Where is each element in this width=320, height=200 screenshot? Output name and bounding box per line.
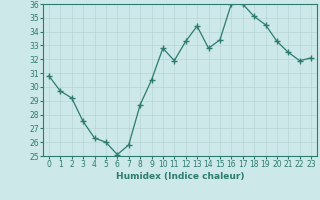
X-axis label: Humidex (Indice chaleur): Humidex (Indice chaleur) (116, 172, 244, 181)
